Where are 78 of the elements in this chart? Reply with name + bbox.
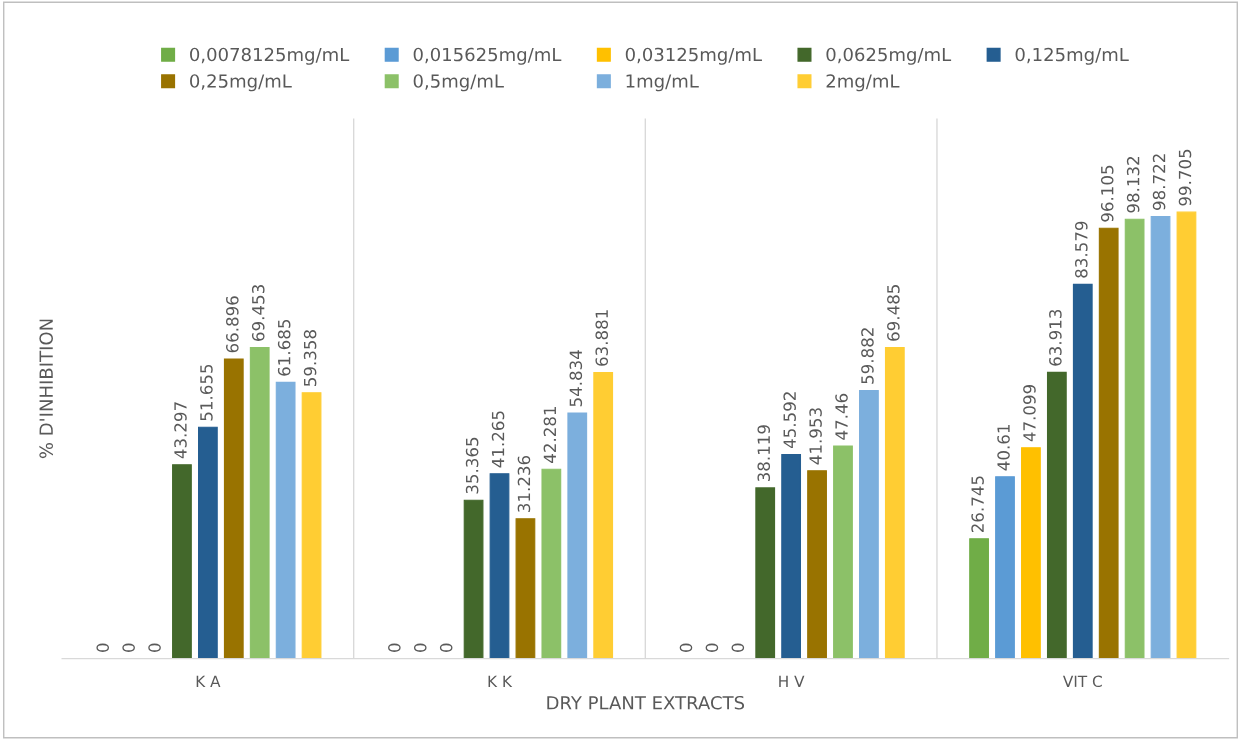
x-axis-title: DRY PLANT EXTRACTS (547, 695, 745, 710)
x-tick-label: K K (488, 675, 513, 687)
data-label: 66.896 (226, 296, 239, 353)
data-label: 63.913 (1049, 309, 1062, 366)
data-label: 59.358 (303, 330, 317, 386)
bar (593, 372, 614, 659)
data-label: 98.722 (1152, 154, 1166, 210)
bar (1176, 211, 1197, 659)
legend-label: 0,0625mg/mL (826, 47, 952, 65)
x-tick-label: H V (779, 675, 805, 687)
bar (969, 538, 989, 659)
data-label: 43.297 (174, 402, 187, 459)
bar (1021, 447, 1041, 659)
data-label: 63.881 (595, 310, 609, 366)
data-label: 40.61 (997, 425, 1010, 471)
legend-label: 0,5mg/mL (413, 74, 504, 92)
data-label: 0 (731, 643, 745, 652)
bar (755, 487, 776, 659)
data-label: 99.705 (1178, 149, 1192, 206)
data-label: 0 (122, 643, 135, 652)
bar (567, 412, 588, 659)
data-label: 26.745 (971, 476, 984, 533)
data-label: 0 (679, 643, 693, 652)
data-label: 41.265 (491, 411, 505, 468)
bar (489, 473, 510, 659)
data-label: 42.281 (543, 406, 557, 463)
bar (223, 358, 244, 659)
data-label: 51.655 (200, 364, 213, 421)
bar (515, 518, 536, 659)
bar (781, 453, 802, 659)
data-label: 69.485 (887, 285, 900, 341)
data-label: 0 (705, 643, 719, 652)
bar (541, 468, 562, 659)
y-axis-title: % D'INHIBITION (39, 319, 53, 459)
bar (1098, 227, 1119, 659)
data-label: 54.834 (569, 350, 583, 407)
data-label: 0 (148, 643, 161, 652)
data-label: 0 (96, 643, 110, 652)
bar (1150, 216, 1171, 659)
data-label: 98.132 (1126, 156, 1140, 213)
bar (1072, 283, 1093, 659)
legend-label: 1mg/mL (626, 74, 699, 92)
bar (807, 470, 827, 659)
legend-label: 2mg/mL (826, 74, 900, 92)
data-label: 47.099 (1023, 385, 1036, 442)
bar (995, 476, 1015, 659)
bar (1046, 371, 1067, 659)
bar (884, 346, 905, 659)
x-tick-label: VIT C (1062, 675, 1102, 688)
data-label: 0 (413, 643, 427, 652)
bar (301, 392, 322, 659)
bar (1124, 218, 1145, 659)
data-label: 0 (439, 643, 453, 652)
bar (833, 445, 853, 659)
bar (249, 347, 270, 659)
legend-label: 0,25mg/mL (190, 74, 292, 92)
x-tick-label: K A (196, 675, 221, 687)
data-label: 96.105 (1100, 165, 1114, 222)
data-label: 69.453 (251, 285, 265, 341)
legend-label: 0,125mg/mL (1015, 47, 1129, 65)
bar (859, 389, 879, 659)
bar (275, 381, 296, 659)
data-label: 45.592 (783, 392, 796, 449)
data-label: 61.685 (277, 319, 291, 376)
legend-label: 0,0078125mg/mL (190, 47, 350, 65)
bar (197, 426, 218, 659)
bar (463, 499, 484, 659)
data-label: 41.953 (809, 408, 822, 465)
data-label: 38.119 (757, 425, 771, 482)
data-label: 83.579 (1075, 221, 1088, 278)
bar (172, 464, 192, 659)
legend-label: 0,03125mg/mL (625, 47, 762, 65)
data-label: 31.236 (517, 455, 531, 512)
data-label: 0 (388, 643, 401, 652)
data-label: 47.46 (835, 393, 848, 440)
data-label: 59.882 (861, 328, 874, 384)
data-label: 35.365 (465, 437, 479, 494)
legend-label: 0,015625mg/mL (413, 47, 562, 65)
